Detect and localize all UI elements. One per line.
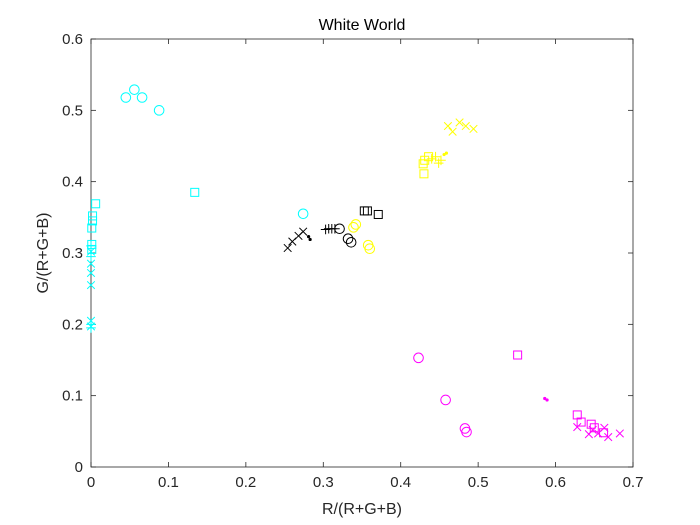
data-point-dot [444,151,448,155]
chart-title: White World [319,17,406,34]
data-point-square [87,223,97,233]
data-point-x [86,280,96,290]
data-point-circle [413,352,424,364]
data-point-plus [86,323,96,333]
data-point-circle [129,84,140,95]
data-point-x [469,124,478,134]
data-points [86,84,624,442]
y-tick-label: 0.4 [62,174,83,191]
data-point-plus [430,151,441,162]
data-point-square [91,199,101,209]
axis-tick-labels: 0 0.1 0.2 0.3 0.4 0.5 0.6 0.7 0 0.1 0.2 0.3 0.4 0.5 0.… [62,31,643,491]
y-tick-label: 0.1 [62,388,83,405]
y-axis-label: G/(R+G+B) [35,213,52,294]
data-point-circle [461,426,472,438]
data-point-circle [136,92,148,103]
data-point-x [86,247,96,256]
data-point-square [87,239,97,249]
x-tick-label: 0.2 [235,474,256,491]
data-point-square [419,169,429,179]
data-point-circle [364,243,376,255]
y-tick-label: 0.6 [62,31,83,48]
data-point-circle [297,208,309,220]
data-point-x [461,121,470,131]
x-tick-label: 0 [87,474,95,491]
data-point-circle [440,394,451,406]
data-point-x [443,121,453,131]
data-point-dot [306,234,311,239]
y-tick-label: 0.3 [62,245,83,262]
data-point-plus [426,154,437,164]
x-tick-label: 0.5 [468,474,489,491]
data-point-dot [308,237,312,242]
data-point-square [576,417,586,427]
y-tick-label: 0.5 [62,102,83,119]
data-point-x [615,429,624,438]
data-point-square [190,187,200,197]
data-point-dot [543,396,547,401]
data-point-circle [348,222,359,233]
data-point-x [600,423,609,432]
x-tick-label: 0.7 [623,474,644,491]
data-point-square [513,350,523,360]
data-point-plus [86,251,96,262]
y-tick-label: 0 [75,459,83,476]
data-point-x [455,118,464,127]
data-point-plus [436,155,446,166]
data-point-x [588,425,597,435]
data-point-dot [545,398,549,402]
x-axis-label: R/(R+G+B) [322,501,402,518]
data-point-x [604,432,613,442]
y-tick-label: 0.2 [62,316,83,333]
data-point-plus [86,241,96,251]
x-tick-label: 0.4 [390,474,411,491]
data-point-plus [330,223,340,234]
data-point-circle [153,105,165,116]
x-tick-label: 0.6 [545,474,566,491]
data-point-x [448,127,457,136]
data-point-dot [442,152,446,157]
data-point-x [299,227,308,236]
data-point-circle [345,237,357,248]
data-point-x [86,268,96,278]
data-point-x [86,259,96,268]
data-point-square [88,216,98,226]
data-point-x [283,243,292,253]
data-point-circle [350,219,362,230]
data-point-circle [120,92,132,103]
data-point-x [573,422,582,432]
data-point-square [88,211,98,221]
plot-area [90,38,634,468]
x-tick-label: 0.3 [313,474,334,491]
data-point-square [362,206,372,216]
data-point-square [373,209,383,219]
x-tick-label: 0.1 [158,474,179,491]
data-point-circle [342,233,354,245]
